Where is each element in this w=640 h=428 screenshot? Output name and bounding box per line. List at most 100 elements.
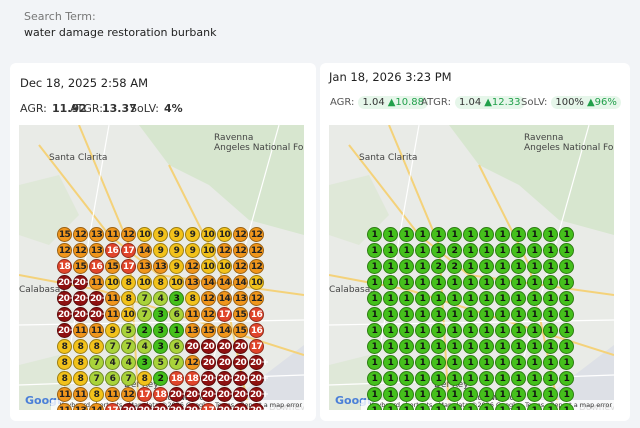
rank-pin: 12 [201,291,216,306]
rank-pin: 20+ [153,403,173,410]
rank-pin: 1 [447,275,462,290]
rank-pin: 1 [415,243,430,258]
rank-pin: 1 [415,387,430,402]
rank-pin: 20+ [249,355,269,370]
metric-value: 11.92 [52,102,87,115]
rank-pin: 12 [121,387,136,402]
metric-pill: ATGR: 1.04 ▲12.33 [416,94,525,112]
rank-pin: 1 [527,243,542,258]
rank-pin: 4 [153,291,168,306]
rank-pin: 1 [479,307,494,322]
rank-pin: 16 [249,307,264,322]
map-label: Calabasas [19,285,65,295]
rank-pin: 1 [399,291,414,306]
rank-pin: 1 [415,259,430,274]
rank-pin: 13 [233,291,248,306]
rank-pin: 1 [431,355,446,370]
map-label: Santa Clarita [49,153,108,163]
rank-pin: 1 [479,259,494,274]
rank-pin: 1 [383,355,398,370]
rank-pin: 1 [527,371,542,386]
map-footer-item: Map data ©2026 Google [128,401,209,409]
rank-pin: 1 [463,371,478,386]
rank-pin: 7 [169,355,184,370]
rank-pin: 1 [463,259,478,274]
rank-pin: 9 [169,243,184,258]
metric-change: ▲10.88 [387,97,425,108]
rank-pin: 1 [431,243,446,258]
rank-pin: 1 [383,259,398,274]
rank-pin: 7 [105,339,120,354]
rank-pin: 12 [185,355,200,370]
rank-pin: 1 [383,275,398,290]
rank-pin: 1 [367,387,382,402]
rank-pin: 3 [153,307,168,322]
rank-pin: 1 [447,387,462,402]
metric-value: 4% [164,102,183,115]
rank-pin: 1 [367,355,382,370]
rank-pin: 1 [559,307,574,322]
rank-pin: 1 [479,387,494,402]
rank-pin: 20 [217,339,232,354]
rank-pin: 7 [89,371,104,386]
rank-pin: 15 [233,307,248,322]
rank-pin: 20+ [233,371,253,386]
metric-change: ▲12.33 [484,97,521,108]
rank-pin: 1 [527,227,542,242]
rank-pin: 1 [559,371,574,386]
rank-pin: 20+ [249,387,269,402]
rank-pin: 8 [73,355,88,370]
rank-pin: 18 [169,371,184,386]
map-footer-item: Report a map error [240,401,302,409]
rank-pin: 2 [137,323,152,338]
rank-pin: 1 [463,291,478,306]
rank-pin: 6 [169,339,184,354]
rank-pin: 10 [201,243,216,258]
rank-pin: 1 [479,323,494,338]
rank-pin: 10 [121,307,136,322]
rank-pin: 12 [73,227,88,242]
rank-pin: 16 [105,243,120,258]
rank-pin: 1 [415,339,430,354]
rank-pin: 1 [543,227,558,242]
rank-pin: 1 [479,339,494,354]
rank-pin: 12 [249,291,264,306]
rank-pin: 20+ [89,307,109,322]
rank-pin: 8 [121,275,136,290]
rank-pin: 1 [527,275,542,290]
rank-pin: 20 [201,339,216,354]
rank-pin: 18 [57,259,72,274]
rank-pin: 1 [511,371,526,386]
rank-pin: 3 [169,291,184,306]
rank-pin: 6 [105,371,120,386]
rank-pin: 20+ [57,307,77,322]
rank-pin: 8 [73,371,88,386]
rank-pin: 10 [201,227,216,242]
metric-pill: AGR: 1.04 ▲10.88 [325,94,429,112]
rank-pin: 1 [511,323,526,338]
metric-value: 100% ▲96% [551,96,621,109]
rank-pin: 20+ [217,371,237,386]
rank-pin: 1 [383,243,398,258]
rank-pin: 20+ [201,371,221,386]
rank-pin: 11 [73,323,88,338]
rank-pin: 4 [137,339,152,354]
rank-pin: 4 [105,355,120,370]
rank-pin: 1 [559,355,574,370]
rank-pin: 9 [153,243,168,258]
rank-pin: 1 [543,355,558,370]
rank-pin: 13 [153,259,168,274]
rank-pin: 1 [399,339,414,354]
rank-pin: 1 [447,307,462,322]
rank-pin: 14 [217,291,232,306]
rank-pin: 20+ [185,403,205,410]
rank-pin: 1 [511,355,526,370]
map-label: Ravenna [214,133,254,143]
date: Jan 18, 2026 3:23 PM [329,70,452,84]
rank-pin: 11 [57,387,72,402]
rank-pin: 20+ [57,275,77,290]
rank-pin: 20 [201,355,216,370]
rank-pin: 17 [121,243,136,258]
rank-pin: 1 [543,307,558,322]
rank-pin: 18 [153,387,168,402]
